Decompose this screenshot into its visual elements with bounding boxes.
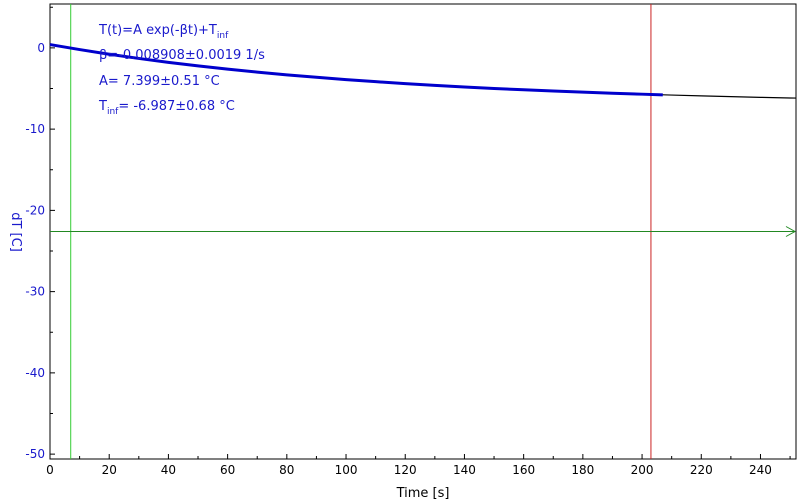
y-tick-label: -20 xyxy=(25,203,45,217)
fit-amplitude: A= 7.399±0.51 °C xyxy=(99,74,220,89)
y-tick-label: -30 xyxy=(25,285,45,299)
x-tick-label: 160 xyxy=(512,463,535,477)
fit-formula: T(t)=A exp(-βt)+Tinf xyxy=(98,23,229,41)
x-tick-label: 240 xyxy=(749,463,772,477)
x-tick-label: 220 xyxy=(690,463,713,477)
y-tick-label: -10 xyxy=(25,122,45,136)
y-tick-label: -50 xyxy=(25,447,45,461)
x-tick-label: 60 xyxy=(220,463,235,477)
series-layer xyxy=(49,43,797,99)
y-axis: 0 -10 -20 -30 -40 -50 xyxy=(25,6,55,461)
y-tick-label: 0 xyxy=(37,41,45,55)
measured-curve xyxy=(642,93,797,99)
threshold-line[interactable] xyxy=(50,226,797,237)
x-tick-label: 80 xyxy=(279,463,294,477)
x-tick-label: 200 xyxy=(631,463,654,477)
x-tick-label: 140 xyxy=(453,463,476,477)
fit-beta: β=-0.008908±0.0019 1/s xyxy=(99,48,265,63)
y-tick-label: -40 xyxy=(25,366,45,380)
x-axis: 0 20 40 60 80 100 120 140 160 180 200 220 240 xyxy=(46,454,791,477)
fit-tinf: Tinf= -6.987±0.68 °C xyxy=(98,99,235,117)
x-tick-label: 120 xyxy=(394,463,417,477)
y-axis-title: dT [C] xyxy=(8,212,23,252)
x-tick-label: 180 xyxy=(571,463,594,477)
fit-curve xyxy=(49,43,663,97)
x-tick-label: 20 xyxy=(102,463,117,477)
x-axis-title: Time [s] xyxy=(396,486,450,501)
x-tick-label: 0 xyxy=(46,463,54,477)
x-tick-label: 100 xyxy=(335,463,358,477)
x-tick-label: 40 xyxy=(161,463,176,477)
